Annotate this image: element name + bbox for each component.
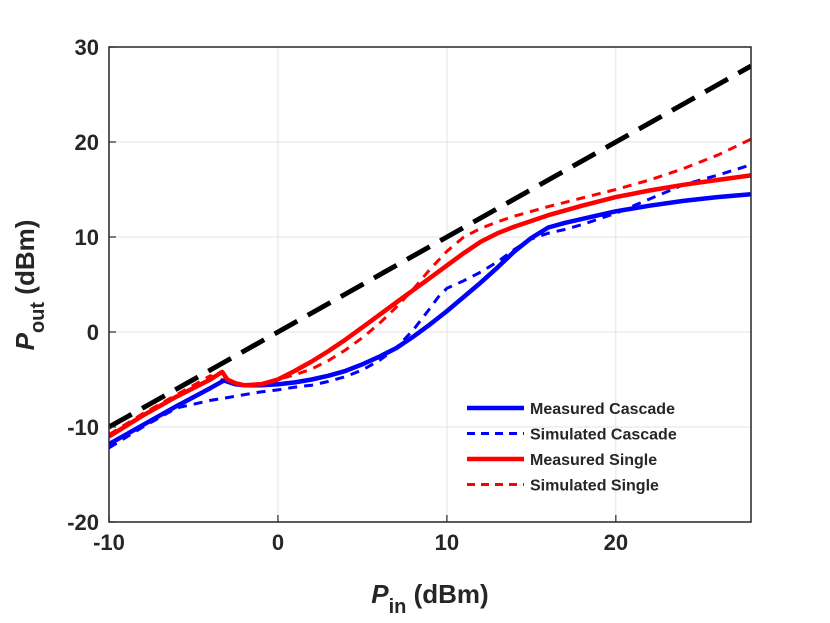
legend: Measured Cascade Simulated Cascade Measure… (467, 401, 677, 495)
x-tick-label: 20 (604, 530, 628, 555)
y-tick-label: 20 (75, 130, 99, 155)
x-axis-label-unit: (dBm) (406, 579, 488, 609)
series-lines (109, 63, 751, 450)
y-tick-label: 10 (75, 225, 99, 250)
legend-label: Measured Cascade (530, 401, 675, 418)
x-tick-label: 10 (435, 530, 459, 555)
y-axis-label-main: P (10, 332, 40, 350)
plot-area-frame (108, 46, 752, 523)
x-axis-label-main: P (371, 579, 389, 609)
y-tick-label: 0 (87, 320, 99, 345)
y-tick-label: -20 (67, 510, 99, 535)
x-axis-label: Pin (dBm) (371, 579, 488, 618)
x-tick-label: 0 (272, 530, 284, 555)
series-line-measured-single (109, 173, 751, 439)
legend-label: Measured Single (530, 452, 657, 469)
x-tick-label: -10 (93, 530, 125, 555)
legend-label: Simulated Cascade (530, 427, 677, 444)
x-axis-label-sub: in (389, 596, 407, 618)
y-axis-label-sub: out (27, 302, 49, 333)
y-axis-label-unit: (dBm) (10, 220, 40, 302)
legend-label: Simulated Single (530, 478, 659, 495)
y-tick-label: -10 (67, 415, 99, 440)
series-line-simulated-cascade (109, 163, 751, 450)
y-axis-label: Pout (dBm) (10, 220, 49, 351)
y-tick-label: 30 (75, 35, 99, 60)
series-line-linear-reference (109, 63, 751, 430)
